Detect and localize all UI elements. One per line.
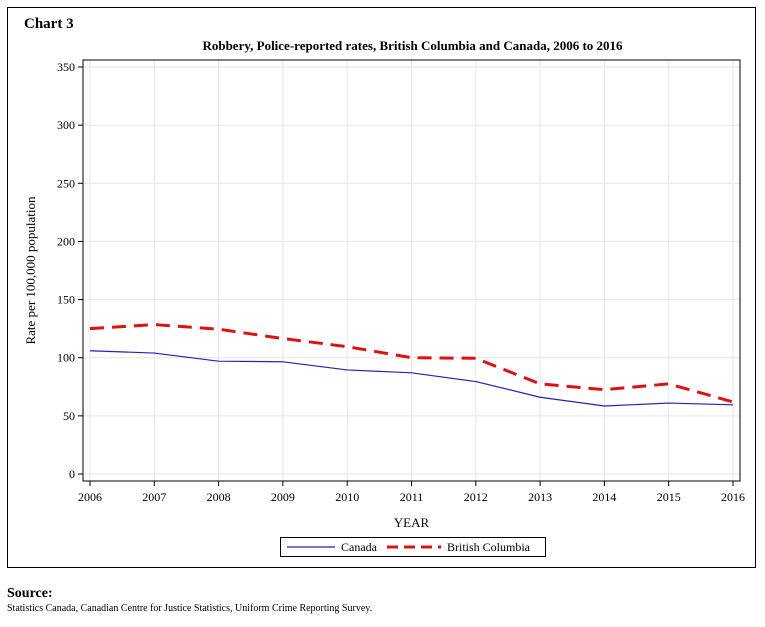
chart-label: Chart 3 [24,16,74,32]
legend-label-british-columbia: British Columbia [447,540,531,554]
y-tick-label: 100 [57,351,75,365]
chart-title: Robbery, Police-reported rates, British … [202,38,623,53]
y-tick-label: 350 [57,60,75,74]
x-tick-label: 2015 [657,490,681,504]
x-tick-label: 2012 [464,490,488,504]
source-text: Statistics Canada, Canadian Centre for J… [7,603,373,614]
legend-swatches [287,545,441,549]
y-tick-label: 300 [57,118,75,132]
x-tick-label: 2006 [78,490,102,504]
chart-frame [7,7,756,568]
x-tick-label: 2013 [528,490,552,504]
y-axis-label: Rate per 100,000 population [23,196,38,345]
x-tick-label: 2010 [335,490,359,504]
source-title: Source: [7,586,53,601]
x-tick-label: 2007 [142,490,166,504]
y-tick-label: 0 [69,467,75,481]
y-tick-label: 50 [63,409,75,423]
x-axis-label: YEAR [394,515,430,530]
x-tick-label: 2011 [400,490,424,504]
x-tick-label: 2014 [592,490,616,504]
x-tick-label: 2009 [271,490,295,504]
x-tick-label: 2016 [721,490,745,504]
y-tick-label: 250 [57,176,75,190]
x-tick-label: 2008 [207,490,231,504]
legend-label-canada: Canada [341,540,377,554]
y-tick-label: 150 [57,293,75,307]
chart-legend: Canada British Columbia [280,537,546,557]
y-tick-label: 200 [57,234,75,248]
